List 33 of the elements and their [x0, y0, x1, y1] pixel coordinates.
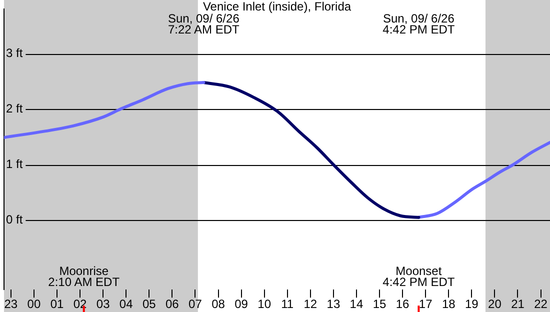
ref-line-label: Moonset 4:42 PM EDT [382, 264, 456, 289]
x-tick-label: 04 [119, 297, 134, 312]
chart-title: Venice Inlet (inside), Florida [202, 0, 352, 14]
x-tick-label: 23 [4, 297, 18, 312]
x-tick-label: 03 [96, 297, 110, 312]
x-tick-label: 12 [304, 297, 318, 312]
y-tick-label: 0 ft [6, 212, 24, 227]
x-tick-label: 02 [73, 297, 88, 312]
x-tick-label: 00 [27, 297, 41, 312]
x-tick-label: 20 [488, 297, 502, 312]
x-tick-label: 09 [234, 297, 248, 312]
x-tick-label: 19 [464, 297, 479, 312]
annotation: Sun, 09/ 6/26 7:22 AM EDT [168, 11, 240, 36]
y-tick-label: 2 ft [6, 101, 24, 116]
y-tick-label: 1 ft [6, 156, 24, 171]
x-tick-label: 06 [166, 297, 180, 312]
x-tick-label: 10 [258, 297, 272, 312]
x-tick-label: 16 [396, 297, 410, 312]
x-tick-label: 22 [534, 297, 548, 312]
x-tick-label: 17 [418, 297, 433, 312]
x-tick-label: 11 [281, 297, 294, 312]
x-tick-label: 05 [142, 297, 156, 312]
x-tick-label: 15 [372, 297, 387, 312]
x-tick-label: 18 [442, 297, 456, 312]
x-tick-label: 08 [212, 297, 226, 312]
ref-line-label: Moonrise 2:10 AM EDT [48, 264, 120, 289]
annotation: Sun, 09/ 6/26 4:42 PM EDT [382, 11, 456, 36]
x-tick-label: 14 [350, 297, 364, 312]
x-tick-label: 13 [326, 297, 340, 312]
x-tick-label: 01 [50, 297, 64, 312]
x-tick-label: 07 [188, 297, 202, 312]
x-tick-label: 21 [511, 297, 525, 312]
y-tick-label: 3 ft [6, 46, 24, 60]
